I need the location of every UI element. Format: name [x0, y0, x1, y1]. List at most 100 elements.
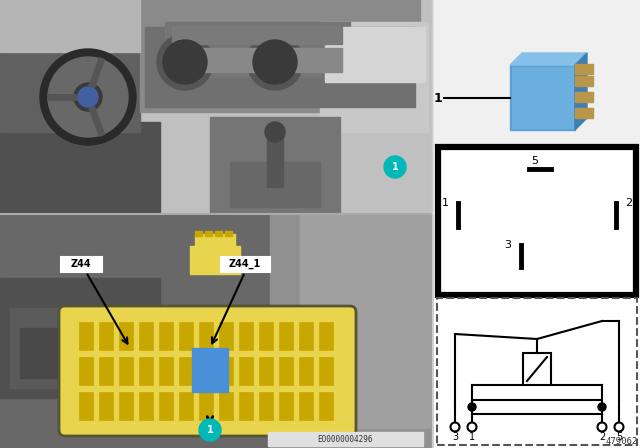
- Bar: [279, 322, 293, 350]
- Bar: [0, 0, 432, 212]
- Bar: [523, 353, 551, 385]
- Bar: [510, 65, 575, 130]
- Bar: [319, 322, 333, 350]
- Bar: [139, 357, 153, 385]
- Bar: [159, 322, 173, 350]
- Bar: [0, 122, 160, 212]
- Bar: [575, 64, 593, 74]
- Bar: [268, 432, 423, 446]
- Circle shape: [199, 419, 221, 441]
- Bar: [79, 392, 93, 420]
- Circle shape: [598, 403, 606, 411]
- Bar: [130, 0, 432, 212]
- Text: EO0000004296: EO0000004296: [317, 435, 372, 444]
- Circle shape: [598, 422, 607, 431]
- Bar: [239, 357, 253, 385]
- Bar: [90, 338, 140, 378]
- Bar: [438, 147, 636, 295]
- Circle shape: [163, 40, 207, 84]
- Bar: [239, 322, 253, 350]
- Text: 2: 2: [625, 198, 632, 208]
- Circle shape: [48, 57, 128, 137]
- Bar: [219, 357, 233, 385]
- Bar: [319, 392, 333, 420]
- Text: 2: 2: [599, 432, 605, 442]
- Bar: [20, 328, 80, 378]
- Bar: [437, 298, 637, 445]
- Text: 1: 1: [207, 425, 213, 435]
- Bar: [575, 92, 593, 102]
- Bar: [190, 246, 240, 274]
- Bar: [79, 322, 93, 350]
- Bar: [259, 322, 273, 350]
- Bar: [99, 322, 113, 350]
- Bar: [195, 234, 235, 246]
- Bar: [270, 214, 432, 448]
- Bar: [172, 26, 342, 44]
- Bar: [159, 392, 173, 420]
- Bar: [79, 357, 93, 385]
- Bar: [119, 322, 133, 350]
- Bar: [320, 22, 428, 132]
- Bar: [472, 400, 602, 414]
- Bar: [140, 0, 420, 112]
- Bar: [119, 392, 133, 420]
- Bar: [10, 308, 150, 388]
- Text: 1: 1: [433, 91, 442, 104]
- Bar: [512, 67, 573, 128]
- Text: 5: 5: [531, 156, 538, 166]
- Bar: [205, 231, 212, 236]
- Polygon shape: [0, 0, 140, 52]
- Bar: [0, 214, 432, 448]
- Text: 3: 3: [505, 240, 511, 250]
- Bar: [199, 357, 213, 385]
- Bar: [0, 278, 160, 398]
- Bar: [279, 392, 293, 420]
- Bar: [0, 52, 140, 132]
- Text: Z44_1: Z44_1: [229, 259, 261, 269]
- Polygon shape: [575, 53, 587, 130]
- Text: 3: 3: [452, 432, 458, 442]
- Bar: [239, 392, 253, 420]
- Bar: [199, 392, 213, 420]
- Text: Z44: Z44: [70, 259, 92, 269]
- Bar: [139, 322, 153, 350]
- Circle shape: [384, 156, 406, 178]
- Bar: [279, 357, 293, 385]
- Bar: [300, 214, 430, 428]
- Bar: [179, 392, 193, 420]
- Bar: [434, 0, 640, 145]
- Text: 1: 1: [469, 432, 475, 442]
- Bar: [210, 117, 340, 212]
- Circle shape: [265, 122, 285, 142]
- Circle shape: [74, 83, 102, 111]
- Circle shape: [40, 49, 136, 145]
- Bar: [220, 256, 270, 272]
- Bar: [145, 27, 415, 107]
- Bar: [199, 322, 213, 350]
- Bar: [267, 132, 283, 187]
- Circle shape: [253, 40, 297, 84]
- FancyBboxPatch shape: [59, 306, 356, 436]
- Circle shape: [78, 87, 98, 107]
- Bar: [215, 231, 222, 236]
- Circle shape: [157, 34, 213, 90]
- Bar: [179, 357, 193, 385]
- Bar: [139, 392, 153, 420]
- Bar: [219, 392, 233, 420]
- Bar: [219, 322, 233, 350]
- Bar: [172, 48, 342, 72]
- Bar: [119, 357, 133, 385]
- Bar: [60, 256, 102, 272]
- Bar: [575, 108, 593, 118]
- Circle shape: [614, 422, 623, 431]
- Bar: [299, 392, 313, 420]
- Bar: [259, 357, 273, 385]
- Bar: [299, 357, 313, 385]
- Bar: [99, 392, 113, 420]
- Bar: [195, 231, 202, 236]
- Circle shape: [451, 422, 460, 431]
- Bar: [99, 357, 113, 385]
- Circle shape: [468, 403, 476, 411]
- Bar: [299, 322, 313, 350]
